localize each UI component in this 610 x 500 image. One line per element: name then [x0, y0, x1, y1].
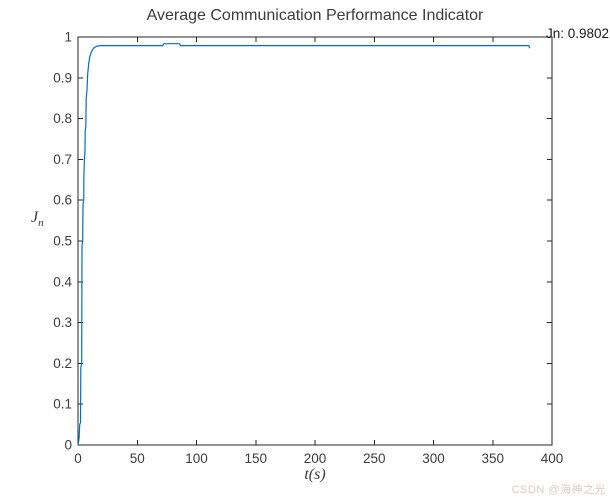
y-tick-label: 0.7: [53, 152, 72, 167]
x-tick-label: 200: [304, 451, 327, 466]
y-tick-label: 0.2: [53, 356, 72, 371]
x-tick-label: 250: [363, 451, 386, 466]
data-line-jn: [77, 43, 531, 446]
x-tick-label: 300: [422, 451, 445, 466]
chart-title: Average Communication Performance Indica…: [146, 7, 484, 24]
y-axis-label-subscript: n: [38, 217, 44, 230]
x-tick-label: 150: [244, 451, 267, 466]
jn-value-annotation: Jn: 0.9802: [545, 26, 609, 41]
y-axis-label: Jn: [31, 209, 44, 229]
y-tick-label: 0.5: [53, 234, 72, 249]
x-tick-label: 0: [74, 451, 82, 466]
y-tick-label: 0.9: [53, 70, 72, 85]
x-tick-label: 50: [130, 451, 145, 466]
plot-box: [77, 36, 553, 446]
y-axis-label-main: J: [31, 209, 39, 226]
y-tick-label: 0.3: [53, 315, 72, 330]
y-tick-label: 0.1: [53, 397, 72, 412]
watermark: CSDN @海神之光: [511, 484, 606, 496]
x-tick-label: 100: [185, 451, 208, 466]
y-tick-label: 0: [64, 438, 72, 453]
y-tick-label: 0.4: [53, 274, 72, 289]
y-tick-label: 0.8: [53, 111, 72, 126]
y-tick-label: 1: [64, 30, 72, 45]
x-tick-label: 400: [541, 451, 564, 466]
x-tick-label: 350: [481, 451, 504, 466]
y-tick-label: 0.6: [53, 193, 72, 208]
x-axis-label: t(s): [304, 466, 326, 483]
